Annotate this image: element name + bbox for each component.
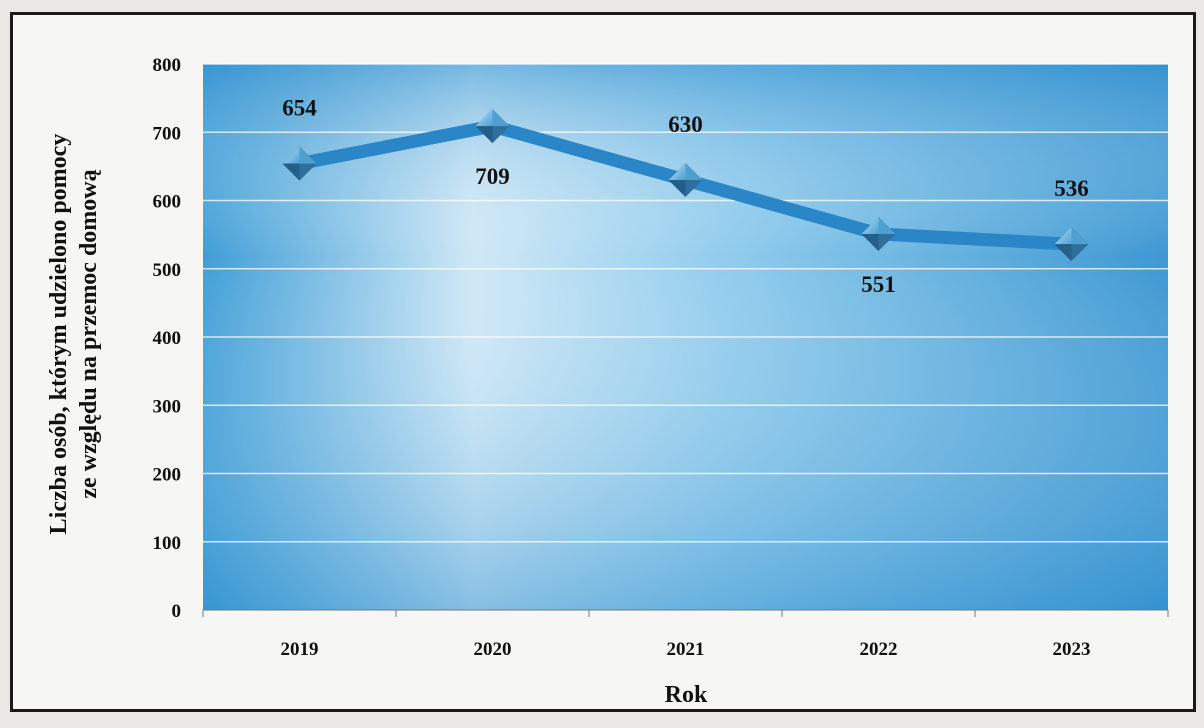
- data-labels: 654 709 630 551 536: [282, 96, 1089, 297]
- x-axis-tick-labels: 2019 2020 2021 2022 2023: [281, 639, 1091, 660]
- y-tick-label-100: 100: [153, 533, 182, 554]
- x-axis-tick-marks: [202, 610, 1169, 617]
- data-label-2021: 630: [668, 112, 703, 137]
- y-tick-label-300: 300: [153, 396, 182, 417]
- data-label-2022: 551: [861, 272, 896, 297]
- data-label-2020: 709: [475, 164, 510, 189]
- marker-2020: [475, 109, 510, 144]
- y-axis-title-line-1: Liczba osób, którym udzielono pomocy: [46, 134, 72, 535]
- y-tick-label-0: 0: [172, 601, 182, 622]
- y-tick-label-500: 500: [153, 260, 182, 281]
- x-tick-label-2019: 2019: [281, 639, 319, 660]
- marker-2023: [1054, 227, 1089, 262]
- x-axis-title: Rok: [665, 682, 708, 708]
- marker-2022: [861, 216, 896, 251]
- markers: [282, 109, 1089, 262]
- gridlines: [203, 63, 1168, 543]
- y-tick-label-600: 600: [153, 192, 182, 213]
- y-tick-label-800: 800: [153, 55, 182, 76]
- x-tick-label-2021: 2021: [667, 639, 705, 660]
- y-axis-tick-labels: 0 100 200 300 400 500 600 700 800: [153, 55, 182, 622]
- x-tick-label-2023: 2023: [1053, 639, 1091, 660]
- x-tick-label-2022: 2022: [860, 639, 898, 660]
- data-label-2019: 654: [282, 96, 317, 121]
- y-tick-label-700: 700: [153, 123, 182, 144]
- marker-2021: [668, 163, 703, 198]
- x-tick-label-2020: 2020: [474, 639, 512, 660]
- y-axis-title-line-2: ze względu na przemoc domową: [76, 169, 102, 498]
- data-label-2023: 536: [1054, 176, 1089, 201]
- y-tick-label-400: 400: [153, 328, 182, 349]
- marker-2019: [282, 146, 317, 181]
- y-tick-label-200: 200: [153, 465, 182, 486]
